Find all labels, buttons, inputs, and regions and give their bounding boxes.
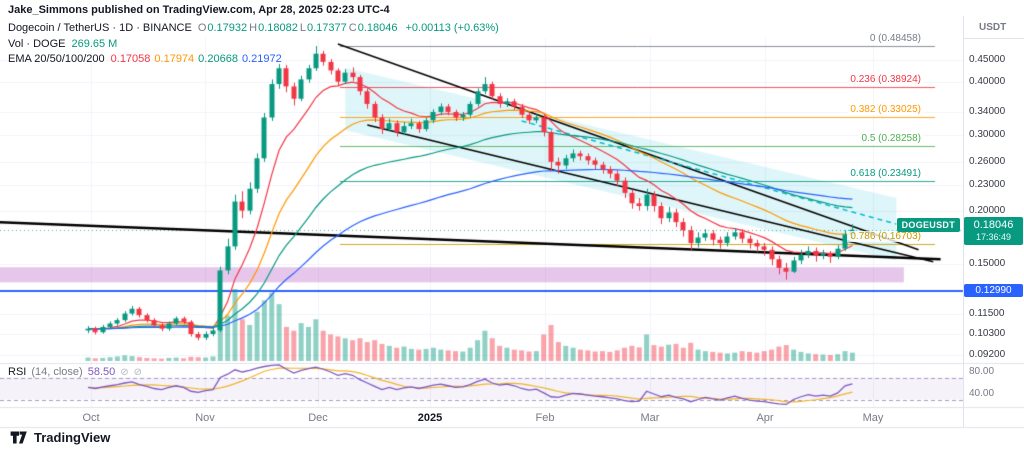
hidden-plot-icon: ⊘ xyxy=(120,366,129,378)
price-axis-label[interactable]: 0.20000 xyxy=(969,204,1006,216)
time-axis-label[interactable]: 2025 xyxy=(417,412,443,424)
tradingview-logo-text: TradingView xyxy=(34,430,111,445)
hidden-plot-icon: ⊘ xyxy=(133,366,143,378)
ohlc-values: O0.17932 H0.18082 L0.17377 C0.18046 xyxy=(198,22,400,34)
current-price-value: 0.18046 xyxy=(973,218,1014,231)
tradingview-logo-icon xyxy=(10,431,27,444)
time-axis-label[interactable]: Apr xyxy=(756,412,774,424)
price-axis-label[interactable]: 0.11500 xyxy=(969,307,1005,319)
ohlc-pair: L0.17377 xyxy=(299,22,347,34)
current-price-badge: 0.18046 17:36:49 xyxy=(964,216,1023,245)
price-axis-header-divider xyxy=(963,38,1024,39)
fib-level-label: 0.382 (0.33025) xyxy=(847,104,924,116)
price-axis-label[interactable]: 0.26000 xyxy=(969,155,1006,167)
ema-label: EMA 20/50/100/200 xyxy=(8,53,105,65)
ema-value: 0.21972 xyxy=(241,53,282,65)
price-axis-label[interactable]: 0.34000 xyxy=(969,105,1006,117)
rsi-value: 58.50 xyxy=(87,366,116,378)
ema-legend-row[interactable]: EMA 20/50/100/200 0.17058 0.17974 0.20668 0… xyxy=(8,53,286,65)
attribution-text: Jake_Simmons published on TradingView.co… xyxy=(8,4,390,16)
rsi-title: RSI xyxy=(8,366,27,378)
time-axis-label[interactable]: Mar xyxy=(640,412,660,424)
time-axis-label[interactable]: Dec xyxy=(308,412,328,424)
rsi-axis-label: 80.00 xyxy=(969,366,995,377)
price-axis-label[interactable]: 0.15000 xyxy=(969,258,1006,270)
ohlc-pair: O0.17932 xyxy=(197,22,248,34)
fib-level-label: 0.618 (0.23491) xyxy=(847,167,924,179)
ohlc-pair: C0.18046 xyxy=(348,22,398,34)
ema-value: 0.17058 xyxy=(110,53,151,65)
symbol-title: Dogecoin / TetherUS · 1D · BINANCE xyxy=(8,22,192,34)
change-value: +0.00113 (+0.63%) xyxy=(405,22,499,34)
fib-level-label: 0 (0.48458) xyxy=(866,33,924,45)
rsi-axis-label: 40.00 xyxy=(969,388,995,399)
price-axis-label[interactable]: 0.40000 xyxy=(969,75,1006,87)
volume-legend-row[interactable]: Vol · DOGE 269.65 M xyxy=(8,38,117,50)
ema-values: 0.17058 0.17974 0.20668 0.21972 xyxy=(111,53,286,65)
price-axis-label[interactable]: 0.23000 xyxy=(969,178,1006,190)
level-price-badge: 0.12990 xyxy=(964,283,1023,297)
fib-level-label: 0.236 (0.38924) xyxy=(847,73,924,85)
fib-level-label: 0.5 (0.28258) xyxy=(858,133,924,145)
bar-countdown: 17:36:49 xyxy=(975,231,1012,242)
time-axis-label[interactable]: Oct xyxy=(82,412,100,424)
fib-level-label: 0.786 (0.16703) xyxy=(847,231,924,243)
price-axis-label[interactable]: 0.45000 xyxy=(969,53,1006,65)
ema-value: 0.20668 xyxy=(198,53,238,65)
time-axis-label[interactable]: Nov xyxy=(195,412,215,424)
rsi-params: (14, close) xyxy=(31,366,83,378)
volume-value: 269.65 M xyxy=(71,38,118,50)
tradingview-logo[interactable]: TradingView xyxy=(10,430,110,445)
price-axis-label[interactable]: 0.09200 xyxy=(969,349,1006,361)
time-axis-label[interactable]: Feb xyxy=(535,412,555,424)
price-axis-label[interactable]: 0.10300 xyxy=(969,328,1006,340)
ema-value: 0.17974 xyxy=(154,53,195,65)
time-axis-label[interactable]: May xyxy=(862,412,884,424)
symbol-legend-row[interactable]: Dogecoin / TetherUS · 1D · BINANCE O0.17… xyxy=(8,22,499,34)
price-axis-label[interactable]: 0.30000 xyxy=(969,129,1006,141)
symbol-price-tag: DOGEUSDT xyxy=(896,217,960,232)
rsi-legend[interactable]: RSI (14, close) 58.50 ⊘ ⊘ xyxy=(8,366,142,378)
ohlc-pair: H0.18082 xyxy=(249,22,298,34)
price-axis-currency[interactable]: USDT xyxy=(979,22,1007,33)
volume-label: Vol · DOGE xyxy=(8,38,66,50)
